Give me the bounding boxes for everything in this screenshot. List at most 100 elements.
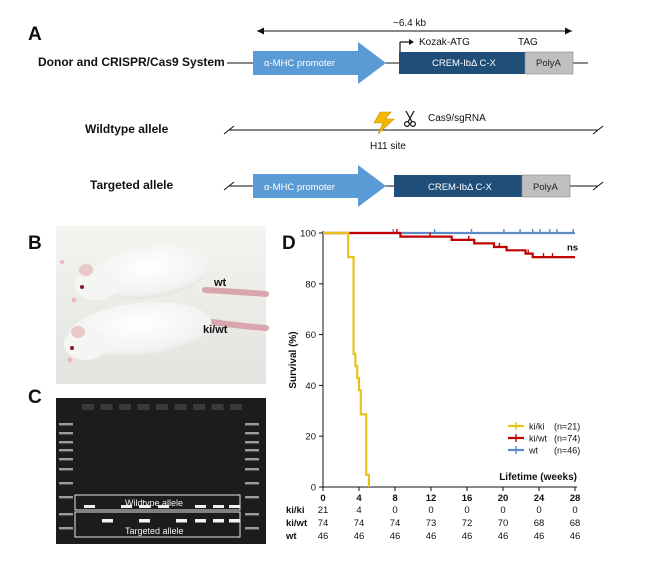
x-tick-label: 0 — [320, 493, 325, 504]
donor-label: Donor and CRISPR/Cas9 System — [38, 55, 225, 69]
panel-a-letter: A — [28, 24, 42, 45]
x-tick-label: 24 — [534, 493, 545, 504]
series-line-ki-wt — [323, 231, 575, 259]
targeted-band — [213, 519, 224, 523]
risk-value: 0 — [392, 505, 397, 516]
panel-b-letter: B — [28, 233, 42, 254]
risk-value: 4 — [356, 505, 361, 516]
break-mark-right — [592, 125, 604, 135]
risk-value: 68 — [570, 518, 581, 529]
risk-value: 0 — [572, 505, 577, 516]
gel-well — [230, 404, 242, 410]
y-tick-label: 20 — [305, 432, 316, 443]
risk-value: 46 — [426, 531, 437, 542]
x-tick-label: 20 — [498, 493, 509, 504]
ladder-band — [245, 496, 259, 499]
h11-label: H11 site — [370, 141, 406, 152]
risk-value: 46 — [534, 531, 545, 542]
ladder-band — [245, 482, 259, 485]
legend-n: (n=74) — [554, 434, 580, 444]
x-tick-label: 28 — [570, 493, 581, 504]
ladder-band — [59, 482, 73, 485]
targeted-band — [229, 519, 240, 523]
panel-c: C Wildtype allele Targeted allele — [28, 387, 266, 544]
risk-value: 70 — [498, 518, 509, 529]
risk-value: 46 — [570, 531, 581, 542]
legend-label: wt — [528, 446, 538, 456]
risk-value: 0 — [500, 505, 505, 516]
crem-box — [399, 52, 525, 74]
wt-label: wt — [213, 277, 227, 289]
wildtype-band — [139, 505, 150, 508]
ladder-band — [59, 423, 73, 426]
legend-label: ki/wt — [529, 434, 547, 444]
break-mark-left-2 — [223, 181, 235, 191]
targeted-band — [102, 519, 113, 523]
mice-photo — [56, 226, 269, 384]
panel-c-letter: C — [28, 387, 42, 408]
wildtype-band — [158, 505, 169, 508]
panel-d-letter: D — [282, 233, 296, 254]
gel-well — [211, 404, 224, 410]
promoter-arrow-targeted — [253, 165, 386, 207]
targeted-band-box — [74, 511, 241, 538]
legend-n: (n=46) — [554, 446, 580, 456]
targeted-band — [139, 519, 150, 523]
wildtype-band — [121, 505, 132, 508]
polya-box — [524, 51, 574, 75]
ladder-band — [59, 527, 73, 530]
polya-text-targeted: PolyA — [533, 182, 558, 193]
wildtype-band — [213, 505, 224, 508]
ladder-band — [245, 449, 259, 452]
lightning-icon — [373, 111, 395, 135]
ladder-band — [245, 423, 259, 426]
wildtype-band-box — [74, 494, 241, 511]
risk-row-label: ki/wt — [286, 518, 308, 529]
risk-value: 46 — [354, 531, 365, 542]
ladder-band — [245, 432, 259, 435]
ladder-band — [245, 441, 259, 444]
promoter-arrow — [253, 42, 386, 84]
risk-value: 0 — [464, 505, 469, 516]
gel-well — [137, 404, 150, 410]
risk-row-label: ki/ki — [286, 505, 305, 516]
x-tick-label: 4 — [356, 493, 362, 504]
risk-value: 0 — [428, 505, 433, 516]
risk-value: 21 — [318, 505, 329, 516]
y-tick-label: 0 — [311, 483, 316, 494]
risk-value: 0 — [536, 505, 541, 516]
targeted-band-label: Targeted allele — [125, 526, 184, 536]
ladder-band — [59, 432, 73, 435]
risk-value: 46 — [498, 531, 509, 542]
x-axis-label: Lifetime (weeks) — [499, 472, 577, 483]
wildtype-band-label: Wildtype allele — [125, 498, 183, 508]
risk-value: 74 — [318, 518, 329, 529]
gel-well — [174, 404, 187, 410]
ladder-band — [245, 513, 259, 516]
risk-value: 72 — [462, 518, 473, 529]
gel-well — [156, 404, 168, 410]
wildtype-label: Wildtype allele — [85, 122, 169, 136]
risk-row-label: wt — [285, 531, 297, 542]
y-axis-label: Survival (%) — [288, 331, 299, 388]
risk-value: 46 — [318, 531, 329, 542]
risk-value: 74 — [390, 518, 401, 529]
risk-value: 46 — [462, 531, 473, 542]
gel-bands — [59, 404, 259, 530]
legend-n: (n=21) — [554, 422, 580, 432]
crem-text-targeted: CREM-IbΔ C-X — [428, 182, 493, 193]
y-tick-label: 60 — [305, 330, 316, 341]
gel-well — [193, 404, 205, 410]
legend-label: ki/ki — [529, 422, 545, 432]
size-arrow — [257, 27, 572, 35]
panel-b: B — [28, 226, 269, 384]
gel-well — [119, 404, 131, 410]
size-label: ~6.4 kb — [393, 18, 427, 29]
ns-annotation: ns — [567, 243, 578, 254]
cas9-label: Cas9/sgRNA — [428, 113, 486, 124]
x-tick-label: 12 — [426, 493, 437, 504]
tag-label: TAG — [518, 37, 538, 48]
